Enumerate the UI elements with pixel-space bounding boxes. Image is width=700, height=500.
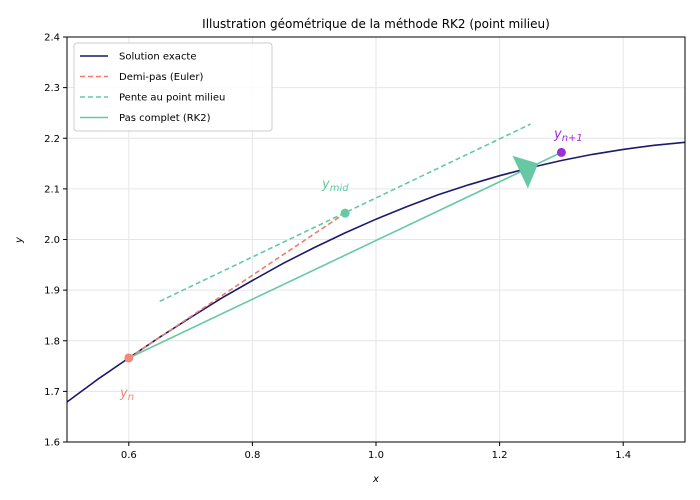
point-yn — [124, 353, 134, 363]
x-tick-label: 0.8 — [244, 450, 260, 461]
y-tick-label: 1.8 — [44, 336, 60, 347]
y-tick-label: 2.1 — [44, 184, 60, 195]
points-layer — [124, 147, 566, 363]
legend-demi-pas-euler-label: Demi-pas (Euler) — [119, 72, 203, 83]
y-tick-label: 2.4 — [44, 33, 60, 44]
series-pas-complet-rk2 — [128, 151, 562, 359]
y-tick-label: 1.9 — [44, 286, 60, 297]
y-tick-label: 2.0 — [44, 235, 60, 246]
rk2-arrow-head — [512, 155, 539, 189]
x-axis-ticks: 0.6 0.8 1.0 1.2 1.4 — [121, 442, 631, 461]
legend-box — [73, 42, 273, 132]
point-ymid — [340, 208, 350, 218]
series-pente-point-milieu — [159, 123, 531, 303]
y-tick-label: 1.7 — [44, 387, 60, 398]
y-tick-label: 2.3 — [44, 83, 60, 94]
legend-solution-exacte-label: Solution exacte — [119, 52, 197, 63]
y-axis-label: y — [14, 236, 25, 244]
series-demi-pas-euler — [128, 212, 346, 359]
y-tick-label: 1.6 — [44, 438, 60, 449]
series-layer — [66, 123, 686, 403]
y-tick-label: 2.2 — [44, 134, 60, 145]
x-tick-label: 1.0 — [368, 450, 384, 461]
x-tick-label: 0.6 — [121, 450, 137, 461]
x-axis-label: x — [372, 474, 379, 485]
legend: Solution exacte Demi-pas (Euler) Pente au … — [73, 42, 273, 132]
legend-pas-complet-rk2-label: Pas complet (RK2) — [119, 113, 211, 124]
point-yn1 — [556, 147, 566, 157]
x-tick-label: 1.2 — [492, 450, 508, 461]
x-tick-label: 1.4 — [615, 450, 631, 461]
y-axis-ticks: 1.6 1.7 1.8 1.9 2.0 2.1 2.2 2.3 2.4 — [44, 33, 67, 449]
chart-title: Illustration géométrique de la méthode R… — [202, 17, 550, 31]
legend-pente-point-milieu-label: Pente au point milieu — [119, 93, 225, 104]
